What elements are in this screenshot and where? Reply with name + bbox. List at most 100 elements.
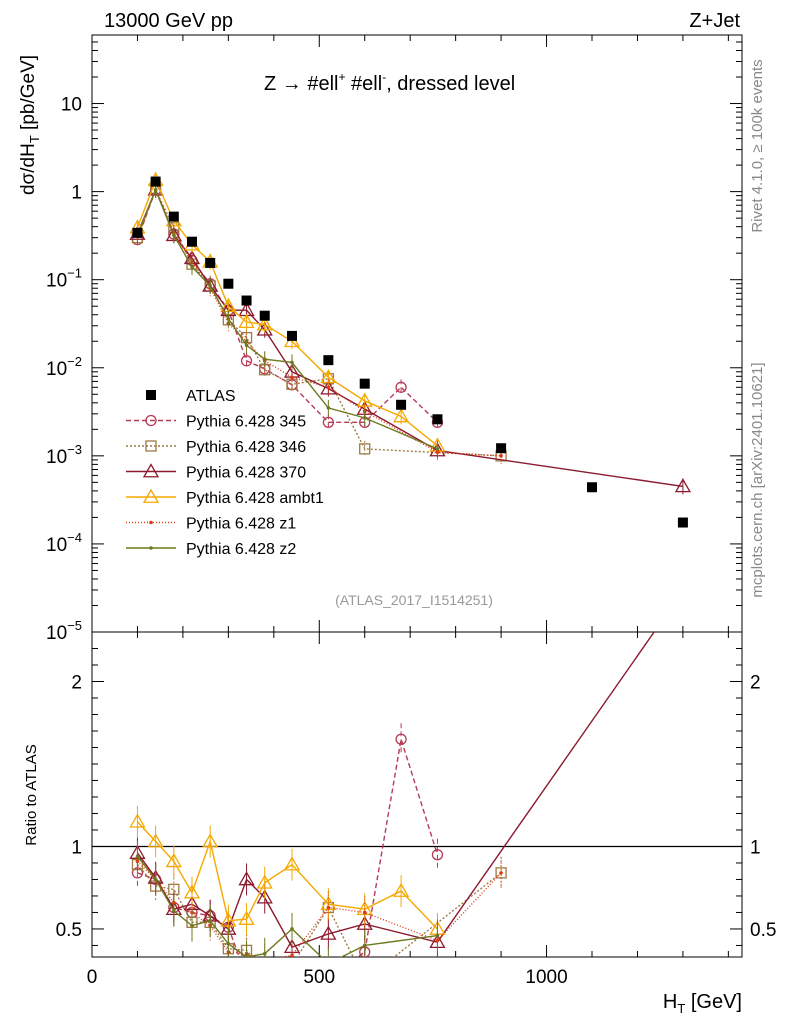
series-line [136, 187, 438, 450]
series-marker [263, 958, 267, 962]
series-marker [256, 874, 273, 889]
data-marker [150, 176, 161, 187]
legend-label: ATLAS [186, 388, 236, 405]
series-marker [327, 962, 331, 966]
series-marker [435, 933, 440, 938]
y-tick-label: 10−4 [46, 530, 82, 556]
series-marker [142, 488, 160, 503]
series-marker [142, 463, 160, 478]
series-marker [172, 233, 176, 237]
y-tick-label: 10−2 [46, 354, 82, 380]
legend-label: Pythia 6.428 346 [186, 439, 306, 456]
series-marker [290, 927, 294, 931]
series-marker [244, 955, 249, 957]
series-marker [149, 520, 153, 525]
y-tick-label: 10−3 [46, 442, 82, 468]
series-marker [256, 316, 273, 331]
series-marker [135, 854, 140, 859]
main-series-1 [131, 181, 444, 431]
data-marker [677, 517, 688, 528]
series-marker [283, 938, 301, 954]
ratio-axis-ticks: 0.5 0.5 1 1 2 2 [56, 647, 776, 946]
ratio-series-4 [129, 805, 446, 945]
series-marker [356, 915, 373, 930]
y-tick-label: 10 [61, 95, 82, 116]
x-tick-label: 1000 [525, 967, 567, 988]
data-marker [323, 355, 334, 366]
legend-item-4: Pythia 6.428 ambt1 [126, 488, 324, 507]
series-marker [362, 416, 367, 420]
legend-label: Pythia 6.428 370 [186, 465, 306, 482]
series-line [136, 187, 502, 457]
series-marker [392, 882, 410, 897]
series-marker [320, 895, 337, 911]
series-marker [190, 923, 194, 928]
series-marker [238, 313, 255, 328]
data-marker [241, 295, 252, 306]
data-marker [132, 227, 143, 238]
series-marker [226, 316, 231, 321]
series-marker [359, 443, 371, 455]
series-marker [499, 454, 503, 458]
data-marker [146, 390, 156, 400]
header-energy-label: 13000 GeV pp [104, 10, 233, 32]
data-marker [359, 378, 370, 389]
series-marker [262, 357, 267, 362]
data-marker [259, 310, 270, 321]
data-marker [432, 414, 443, 425]
series-marker [435, 447, 440, 451]
series-marker [362, 910, 367, 915]
series-marker [499, 871, 503, 875]
data-marker [396, 399, 407, 410]
ratio-series-line [136, 864, 502, 957]
ratio-series-6 [135, 840, 440, 966]
series-marker [290, 375, 294, 380]
series-marker [153, 877, 158, 882]
ratio-y-tick-label-right: 2 [750, 672, 761, 693]
series-marker [395, 733, 407, 745]
series-marker [320, 925, 337, 940]
ratio-series-line [136, 821, 438, 930]
series-marker [431, 849, 444, 861]
ratio-series-layer [129, 632, 655, 985]
series-marker [260, 965, 270, 975]
data-marker [187, 236, 197, 247]
legend-label: Pythia 6.428 ambt1 [186, 490, 324, 507]
data-marker [168, 211, 179, 222]
legend-label: Pythia 6.428 z2 [186, 541, 296, 558]
series-marker [322, 416, 335, 429]
series-marker [326, 385, 331, 390]
x-tick-label: 0 [87, 967, 98, 988]
ratio-y-axis-label: Ratio to ATLAS [23, 744, 40, 845]
series-marker [190, 265, 194, 269]
data-marker [496, 443, 507, 454]
x-tick-label: 500 [303, 967, 335, 988]
legend: ATLAS Pythia 6.428 345 Pythia 6.428 346 Pyt… [126, 388, 324, 558]
series-marker [153, 187, 158, 192]
legend-item-2: Pythia 6.428 346 [126, 439, 306, 456]
series-marker [172, 909, 176, 913]
series-marker [360, 975, 370, 985]
series-marker [392, 408, 410, 423]
series-marker [242, 972, 252, 982]
data-marker [223, 278, 234, 289]
series-marker [208, 918, 212, 923]
rivet-version-label: Rivet 4.1.0, ≥ 100k events [749, 59, 766, 232]
series-marker [283, 856, 301, 871]
ratio-y-tick-label-right: 1 [750, 837, 761, 858]
series-marker [326, 905, 331, 910]
series-marker [226, 942, 231, 946]
series-marker [287, 960, 297, 970]
series-marker [129, 813, 146, 828]
legend-label: Pythia 6.428 z1 [186, 516, 296, 533]
series-marker [256, 889, 273, 904]
series-marker [183, 884, 201, 899]
y-tick-label: 10−1 [46, 266, 82, 292]
atlas-data-points [132, 176, 688, 528]
main-axis-ticks: 0 500 1000 10−5 10−4 10−3 10−2 10−1 1 10 [46, 34, 742, 988]
series-marker [165, 853, 182, 868]
ratio-y-tick-label: 1 [71, 837, 82, 858]
ratio-series-line [136, 855, 438, 957]
ratio-series-line [136, 632, 655, 948]
